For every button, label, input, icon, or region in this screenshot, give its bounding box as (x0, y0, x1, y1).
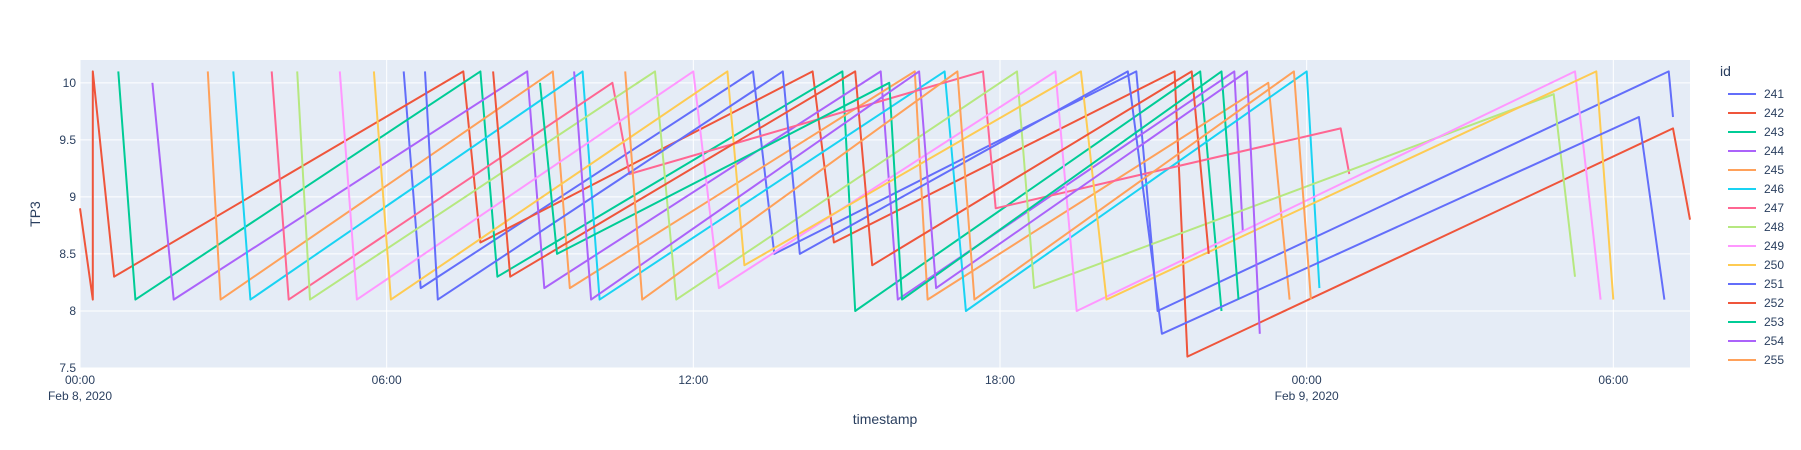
x-tick-label: 06:00 (1598, 373, 1628, 387)
legend-label: 244 (1764, 144, 1784, 158)
legend-item-241[interactable]: 241 (1728, 87, 1784, 101)
legend-label: 252 (1764, 296, 1784, 310)
x-date-label: Feb 8, 2020 (48, 389, 112, 403)
x-axis-title: timestamp (853, 411, 918, 427)
legend-item-252[interactable]: 252 (1728, 296, 1784, 310)
series-line-252[interactable] (492, 70, 1210, 278)
y-tick-label: 9 (69, 190, 76, 204)
legend-label: 243 (1764, 125, 1784, 139)
x-tick-label: 18:00 (985, 373, 1015, 387)
legend-label: 250 (1764, 258, 1784, 272)
series-line-241[interactable] (402, 70, 1674, 312)
y-axis-title: TP3 (27, 201, 43, 227)
series-line-244[interactable] (151, 70, 1244, 301)
y-axis-ticks: 7.5 8 8.5 9 9.5 10 (59, 76, 76, 375)
legend-label: 255 (1764, 353, 1784, 367)
legend-label: 249 (1764, 239, 1784, 253)
y-tick-label: 10 (63, 76, 77, 90)
legend-item-245[interactable]: 245 (1728, 163, 1784, 177)
series-line-242[interactable] (79, 70, 1691, 358)
y-tick-label: 8.5 (59, 247, 76, 261)
series-line-248[interactable] (296, 70, 1576, 301)
legend-label: 242 (1764, 106, 1784, 120)
legend-label: 253 (1764, 315, 1784, 329)
legend-item-248[interactable]: 248 (1728, 220, 1784, 234)
legend-title: id (1720, 63, 1731, 79)
legend-item-254[interactable]: 254 (1728, 334, 1784, 348)
series-line-250[interactable] (372, 70, 1615, 301)
series-line-245[interactable] (206, 70, 1291, 301)
x-date-label: Feb 9, 2020 (1275, 389, 1339, 403)
legend-item-251[interactable]: 251 (1728, 277, 1784, 291)
legend-item-242[interactable]: 242 (1728, 106, 1784, 120)
series-line-247[interactable] (270, 70, 1351, 301)
series-line-255[interactable] (624, 70, 1312, 301)
legend-item-247[interactable]: 247 (1728, 201, 1784, 215)
x-tick-label: 06:00 (372, 373, 402, 387)
x-tick-label: 00:00 (65, 373, 95, 387)
legend-label: 241 (1764, 87, 1784, 101)
x-tick-label: 12:00 (678, 373, 708, 387)
series-line-249[interactable] (338, 70, 1602, 312)
legend-item-250[interactable]: 250 (1728, 258, 1784, 272)
legend[interactable]: id 241 242 243 244 245 246 247 248 249 250 251 252 2… (1720, 63, 1784, 367)
legend-label: 254 (1764, 334, 1784, 348)
legend-item-246[interactable]: 246 (1728, 182, 1784, 196)
legend-item-249[interactable]: 249 (1728, 239, 1784, 253)
x-axis-ticks: 00:00 Feb 8, 2020 06:00 12:00 18:00 00:00 Feb … (48, 373, 1629, 403)
x-tick-label: 00:00 (1292, 373, 1322, 387)
legend-item-243[interactable]: 243 (1728, 125, 1784, 139)
legend-label: 248 (1764, 220, 1784, 234)
legend-item-253[interactable]: 253 (1728, 315, 1784, 329)
series-line-253[interactable] (539, 70, 1240, 301)
y-tick-label: 8 (69, 304, 76, 318)
series-lines (79, 70, 1691, 358)
y-tick-label: 9.5 (59, 133, 76, 147)
series-line-243[interactable] (117, 70, 1223, 312)
legend-label: 247 (1764, 201, 1784, 215)
series-line-254[interactable] (573, 70, 1261, 334)
legend-label: 246 (1764, 182, 1784, 196)
y-tick-label: 7.5 (59, 361, 76, 375)
legend-item-244[interactable]: 244 (1728, 144, 1784, 158)
plot-area (80, 60, 1690, 368)
legend-label: 245 (1764, 163, 1784, 177)
legend-item-255[interactable]: 255 (1728, 353, 1784, 367)
legend-label: 251 (1764, 277, 1784, 291)
